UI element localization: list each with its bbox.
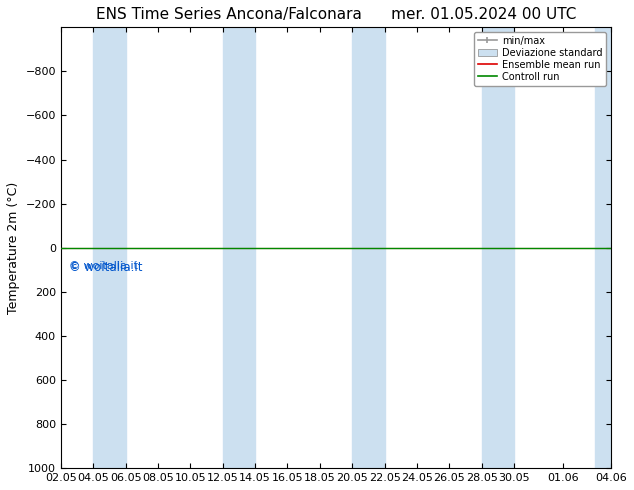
Bar: [353, 27, 385, 468]
Text: © woitalia.it: © woitalia.it: [69, 261, 138, 271]
Text: © woitalia.it: © woitalia.it: [69, 261, 143, 274]
Y-axis label: Temperature 2m (°C): Temperature 2m (°C): [7, 182, 20, 314]
Bar: [595, 27, 628, 468]
Bar: [482, 27, 514, 468]
Title: ENS Time Series Ancona/Falconara      mer. 01.05.2024 00 UTC: ENS Time Series Ancona/Falconara mer. 01…: [96, 7, 576, 22]
Bar: [223, 27, 255, 468]
Legend: min/max, Deviazione standard, Ensemble mean run, Controll run: min/max, Deviazione standard, Ensemble m…: [474, 32, 606, 86]
Bar: [93, 27, 126, 468]
